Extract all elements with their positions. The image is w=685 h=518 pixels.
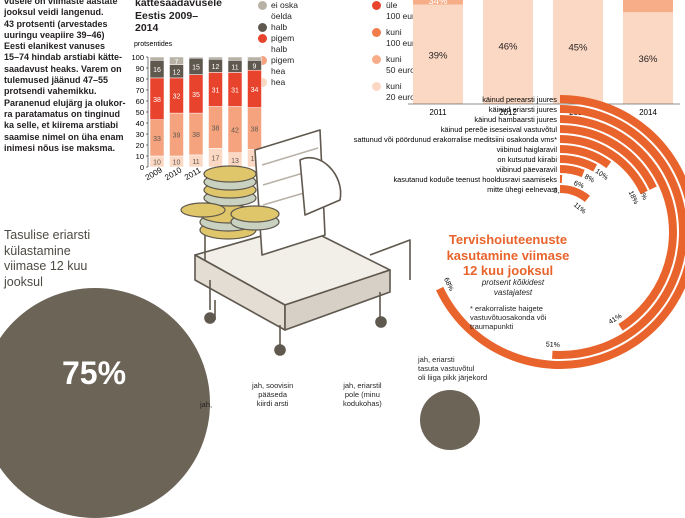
data-label: 12 xyxy=(173,69,181,76)
data-label: 12 xyxy=(212,64,220,71)
radial-subtitle: protsent kõikidest vastajatest xyxy=(468,278,558,298)
chart1-stacked-bars: protsentides 0 10 20 30 40 50 60 70 80 90 100 10 33 38… xyxy=(131,41,261,182)
question-title: Tasulise eriarsti külastamine viimase 12… xyxy=(4,228,90,290)
y-tick-label: 40 xyxy=(136,119,144,128)
bar-segment xyxy=(209,57,223,59)
answer-circle xyxy=(420,390,480,450)
data-label: 9 xyxy=(253,63,257,70)
data-label: 39 xyxy=(173,133,181,140)
category-label: käinud pereõe iseseisval vastuvõtul xyxy=(441,125,558,134)
y-axis-label: protsentides xyxy=(134,41,173,48)
y-tick-label: 60 xyxy=(136,97,144,106)
radial-title-line: kasutamine viimase xyxy=(438,248,578,264)
data-label: 31 xyxy=(231,87,239,94)
category-label: käinud eriarsti juures xyxy=(489,105,557,114)
data-label: 34% xyxy=(428,0,448,7)
radial-footnote: * erakorraliste haigete vastuvõtuosakond… xyxy=(470,304,560,331)
radial-bar xyxy=(560,169,583,173)
data-label: 38 xyxy=(153,97,161,104)
hospital-bed-icon xyxy=(195,130,410,355)
question-title-line: viimase 12 kuu xyxy=(4,259,90,275)
data-label: 17 xyxy=(212,156,220,163)
value-label: 11% xyxy=(572,201,587,215)
y-tick-label: 20 xyxy=(136,141,144,150)
answer-label: jah, xyxy=(200,400,212,409)
x-tick-label: 2011 xyxy=(183,165,203,182)
answer-label: jah, soovisin pääseda kiirdi arsti xyxy=(252,381,293,408)
data-label: 42 xyxy=(231,128,239,135)
radial-title-line: 12 kuu jooksul xyxy=(438,263,578,279)
category-label: on kutsutud kiirabi xyxy=(497,155,557,164)
x-tick-label: 2011 xyxy=(429,108,447,117)
x-tick-label: 2009 xyxy=(144,165,164,182)
data-label: 46% xyxy=(498,41,518,52)
data-label: 38 xyxy=(251,127,259,134)
value-label: 18% xyxy=(627,190,639,206)
data-label: 31 xyxy=(212,87,220,94)
data-label: 35 xyxy=(192,92,200,99)
data-label: 34 xyxy=(251,87,259,94)
question-title-line: jooksul xyxy=(4,275,90,291)
y-tick-label: 90 xyxy=(136,64,144,73)
y-tick-label: 10 xyxy=(136,152,144,161)
data-label: 11 xyxy=(231,64,238,71)
x-tick-label: 2010 xyxy=(163,165,183,182)
radial-title-line: Tervishoiuteenuste xyxy=(438,232,578,248)
y-tick-label: 50 xyxy=(136,108,144,117)
answer-label: jah, eriarsti tasuta vastuvõtul oli liig… xyxy=(418,355,487,382)
bar-segment xyxy=(150,57,164,60)
x-tick-label: 2014 xyxy=(639,108,657,117)
data-label: 38 xyxy=(212,125,220,132)
value-label: 51% xyxy=(546,341,560,349)
data-label: 33 xyxy=(153,136,161,143)
data-label: 13 xyxy=(231,158,239,165)
y-tick-label: 70 xyxy=(136,86,144,95)
y-tick-label: 30 xyxy=(136,130,144,139)
bar-segment xyxy=(228,57,242,60)
answer-label: jah, eriarstil pole (minu kodukohas) xyxy=(343,381,382,408)
bar-segment xyxy=(248,57,262,60)
category-label: sattunud või pöördunud erakorralise medi… xyxy=(354,135,557,144)
data-label: 16 xyxy=(153,67,161,74)
category-label: käinud perearsti juures xyxy=(482,95,557,104)
data-label: 38 xyxy=(192,132,200,139)
y-tick-label: 80 xyxy=(136,75,144,84)
category-label: käinud hambaarsti juures xyxy=(474,115,557,124)
data-label: 45% xyxy=(568,43,588,54)
data-label: 39% xyxy=(428,50,448,61)
big-percent-label: 75% xyxy=(62,355,126,392)
data-label: 11 xyxy=(192,159,199,166)
data-label: 15 xyxy=(192,64,200,71)
data-label: 7 xyxy=(175,59,179,66)
y-tick-label: 0 xyxy=(140,163,144,172)
question-title-line: külastamine xyxy=(4,244,90,260)
radial-title: Tervishoiuteenuste kasutamine viimase 12… xyxy=(438,232,578,279)
data-label: 10 xyxy=(153,160,161,167)
category-label: kasutanud koduõe teenust hooldusravi saa… xyxy=(393,175,557,184)
data-label: 10 xyxy=(173,160,181,167)
category-label: viibinud haiglaravil xyxy=(497,145,558,154)
data-label: 32 xyxy=(173,94,181,101)
y-tick-label: 100 xyxy=(131,53,144,62)
data-label: 36% xyxy=(638,54,658,65)
value-label: 10% xyxy=(594,168,609,182)
question-title-line: Tasulise eriarsti xyxy=(4,228,90,244)
category-label: mitte ühegi eelnevast xyxy=(487,185,557,194)
bar-segment xyxy=(189,57,203,58)
category-label: viibinud päevaravil xyxy=(496,165,557,174)
bar-segment xyxy=(623,0,673,12)
